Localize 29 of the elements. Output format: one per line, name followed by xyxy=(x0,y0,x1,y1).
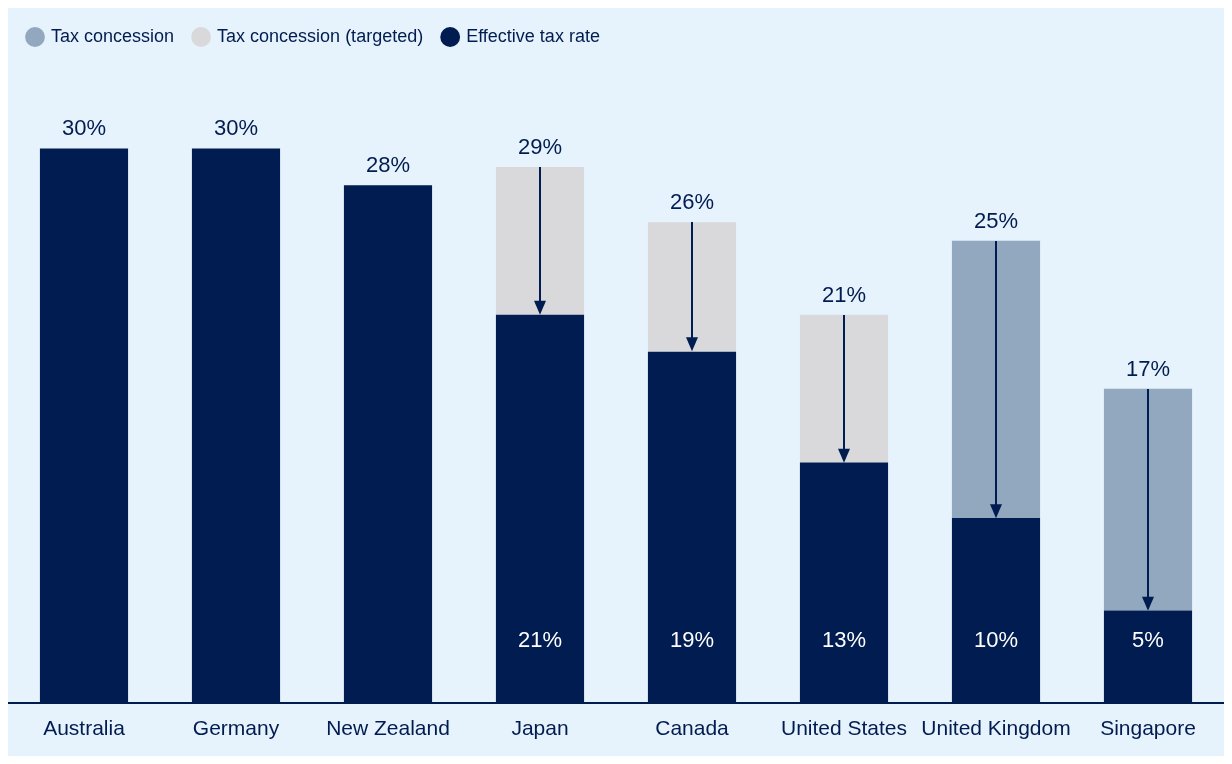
total-label: 17% xyxy=(1125,355,1171,381)
total-label: 21% xyxy=(821,281,867,307)
total-label: 26% xyxy=(669,189,715,215)
legend-label: Effective tax rate xyxy=(466,25,600,46)
x-tick-label: Singapore xyxy=(1100,716,1196,740)
bar xyxy=(799,314,889,463)
bar xyxy=(647,222,737,352)
total-label: 29% xyxy=(517,133,563,159)
x-tick-label: Australia xyxy=(43,716,126,740)
bar xyxy=(495,166,585,315)
total-label: 28% xyxy=(365,152,411,178)
x-tick-label: New Zealand xyxy=(326,716,450,740)
data-label: 10% xyxy=(973,626,1019,652)
total-label: 30% xyxy=(61,115,107,141)
total-label: 25% xyxy=(973,207,1019,233)
bar xyxy=(1103,388,1193,611)
data-label: 5% xyxy=(1132,626,1164,652)
x-tick-label: United Kingdom xyxy=(921,716,1071,740)
x-tick-label: Canada xyxy=(655,716,730,740)
data-label: 19% xyxy=(669,626,715,652)
legend-label: Tax concession (targeted) xyxy=(217,25,424,46)
x-tick-label: Japan xyxy=(511,716,569,740)
x-tick-label: Germany xyxy=(192,716,280,740)
data-label: 13% xyxy=(821,626,867,652)
bar xyxy=(951,240,1041,518)
total-label: 30% xyxy=(213,115,259,141)
data-label: 21% xyxy=(517,626,563,652)
x-tick-label: United States xyxy=(780,716,908,740)
legend-label: Tax concession xyxy=(51,25,175,46)
